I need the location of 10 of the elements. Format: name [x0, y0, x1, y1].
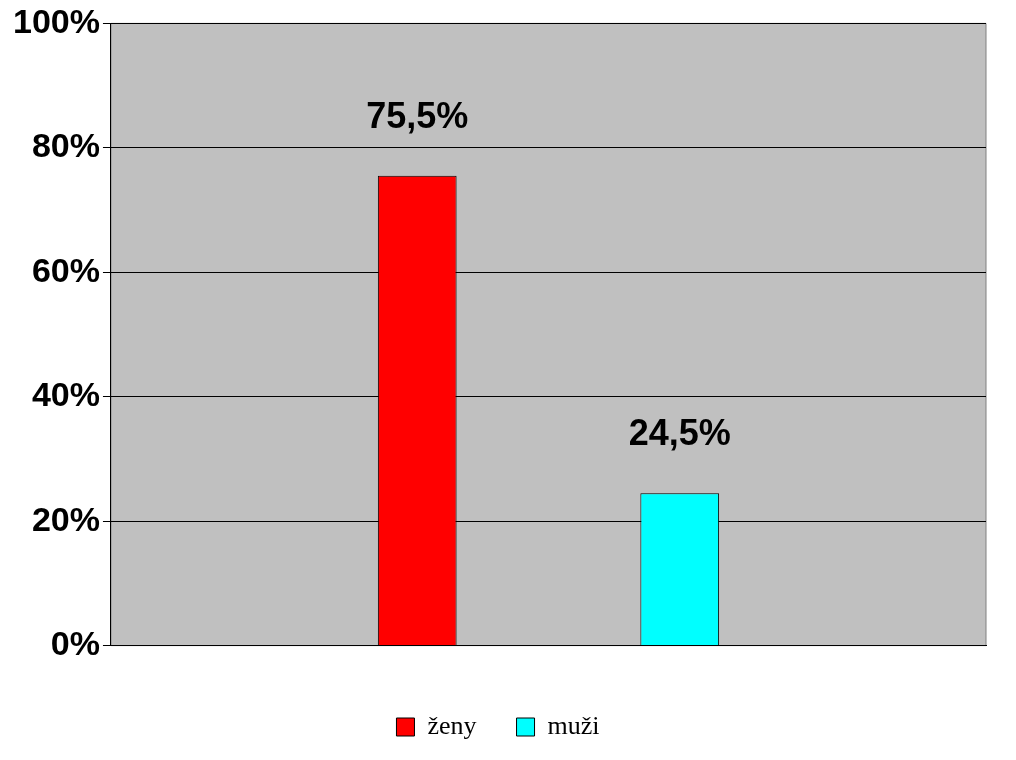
data-label: 75,5%	[366, 94, 469, 136]
y-tick-label: 0%	[50, 623, 100, 662]
legend-label: muži	[547, 710, 600, 740]
y-tick-label: 20%	[31, 499, 100, 538]
y-tick-label: 40%	[31, 375, 100, 414]
y-tick-label: 100%	[12, 1, 100, 40]
legend-label: ženy	[427, 710, 477, 740]
y-tick-label: 80%	[31, 126, 100, 165]
y-tick-label: 60%	[31, 250, 100, 289]
data-label: 24,5%	[628, 412, 731, 454]
